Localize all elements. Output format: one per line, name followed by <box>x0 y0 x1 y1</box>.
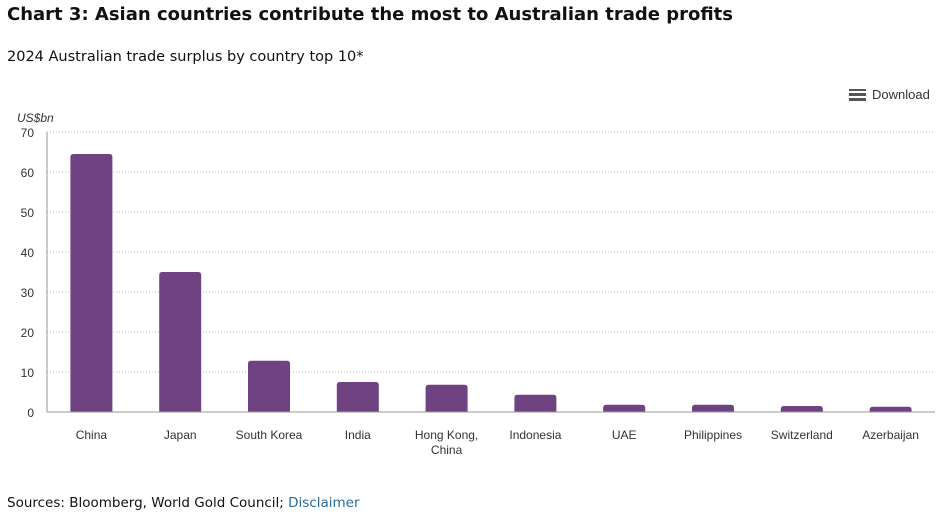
bar-azerbaijan[interactable] <box>869 406 912 412</box>
x-tick-label: China <box>76 428 108 442</box>
bar-japan[interactable] <box>159 272 202 412</box>
y-tick-label: 0 <box>27 406 34 420</box>
y-tick-label: 40 <box>21 246 35 260</box>
x-tick-label: Indonesia <box>509 428 561 442</box>
chart-title: Chart 3: Asian countries contribute the … <box>7 4 734 25</box>
y-tick-label: 60 <box>21 166 35 180</box>
disclaimer-link[interactable]: Disclaimer <box>288 495 360 511</box>
bar-india[interactable] <box>336 382 379 412</box>
bar-hong-kong-china[interactable] <box>425 384 468 412</box>
bar-south-korea[interactable] <box>248 360 290 412</box>
bar-indonesia[interactable] <box>514 394 557 412</box>
x-tick-label: UAE <box>612 428 637 442</box>
x-tick-label: South Korea <box>236 428 303 442</box>
y-axis-label: US$bn <box>17 111 54 125</box>
download-button[interactable]: Download <box>849 87 930 102</box>
bar-uae[interactable] <box>603 404 646 412</box>
sources-note: Sources: Bloomberg, World Gold Council; … <box>7 495 360 511</box>
x-tick-label: Hong Kong, China <box>415 428 478 457</box>
y-tick-label: 50 <box>21 206 35 220</box>
sources-text: Sources: Bloomberg, World Gold Council; <box>7 495 289 511</box>
x-tick-label: Azerbaijan <box>862 428 919 442</box>
chart-subtitle: 2024 Australian trade surplus by country… <box>7 49 364 65</box>
y-tick-label: 70 <box>21 126 35 140</box>
bar-china[interactable] <box>70 154 113 412</box>
x-tick-label: Japan <box>164 428 197 442</box>
bar-chart: US$bn 0 10 20 30 40 50 60 70 China Japan South Kore… <box>17 111 935 457</box>
menu-icon <box>849 88 866 101</box>
x-tick-label: Philippines <box>684 428 742 442</box>
bar-philippines[interactable] <box>692 404 734 412</box>
y-tick-label: 20 <box>21 326 35 340</box>
y-tick-label: 10 <box>21 366 35 380</box>
x-tick-label: India <box>345 428 371 442</box>
y-tick-label: 30 <box>21 286 35 300</box>
x-tick-label: Switzerland <box>771 428 833 442</box>
download-label: Download <box>872 87 930 102</box>
bar-switzerland[interactable] <box>780 406 823 412</box>
